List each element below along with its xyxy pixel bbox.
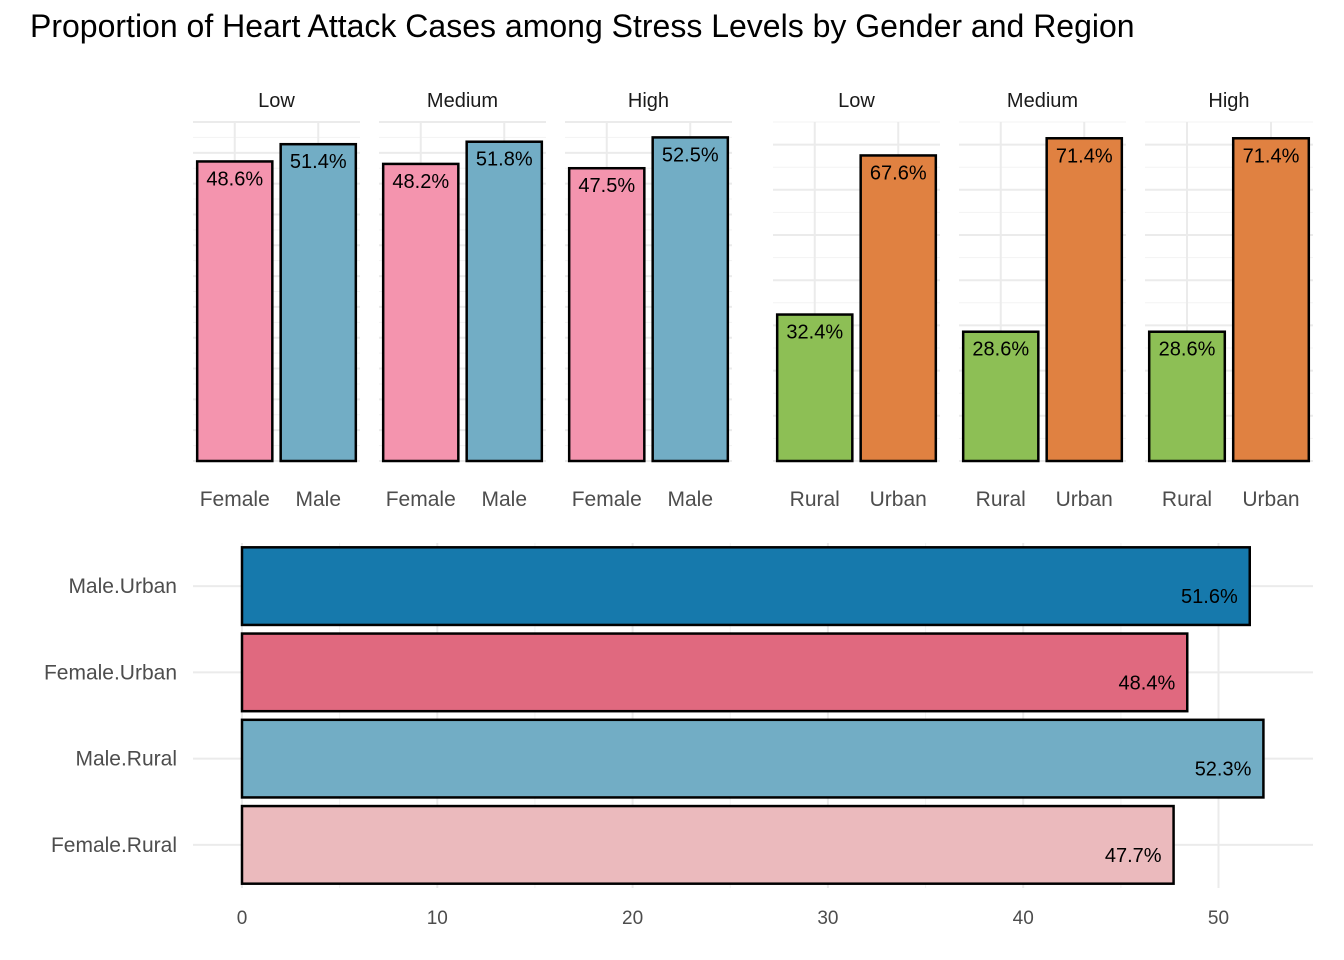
bar-chart2-medium-urban [1045,137,1124,463]
bar-chart1-medium-male [465,140,544,463]
x-tick-label-chart2-high-urban: Urban [1242,488,1299,511]
x-tick-label-chart1-low-female: Female [200,488,270,511]
hbar-label-male-urban: 51.6% [1181,586,1238,608]
hbar-female-rural [240,804,1175,885]
facet-strip-chart1-medium: Medium [427,90,498,112]
x-tick-label-20: 20 [622,908,643,929]
facet-strip-chart1-high: High [628,90,669,112]
x-tick-label-0: 0 [237,908,248,929]
x-tick-label-chart2-low-urban: Urban [870,488,927,511]
bar-label-chart1-high-female: 47.5% [578,175,635,197]
bar-chart1-medium-female [381,162,460,463]
bar-label-chart1-low-male: 51.4% [290,151,347,173]
bar-label-chart2-medium-urban: 71.4% [1056,145,1113,167]
bar-label-chart1-medium-male: 51.8% [476,149,533,171]
x-tick-label-30: 30 [817,908,838,929]
x-tick-label-chart2-high-rural: Rural [1162,488,1212,511]
x-tick-label-chart1-low-male: Male [295,488,341,511]
x-tick-label-40: 40 [1013,908,1034,929]
x-tick-label-10: 10 [427,908,448,929]
facet-strip-chart2-low: Low [838,90,875,112]
bar-label-chart2-high-urban: 71.4% [1243,145,1300,167]
bar-chart2-high-urban [1231,137,1311,463]
y-tick-label-female-urban: Female.Urban [44,661,177,684]
hbar-male-rural [240,718,1265,799]
facet-strip-chart2-medium: Medium [1007,90,1078,112]
x-tick-label-chart1-medium-male: Male [481,488,527,511]
chart-title: Proportion of Heart Attack Cases among S… [30,8,1135,44]
facet-strip-chart2-high: High [1208,90,1249,112]
hbar-label-female-rural: 47.7% [1105,845,1162,867]
x-tick-label-50: 50 [1208,908,1229,929]
bar-chart1-high-male [651,136,730,463]
x-tick-label-chart1-high-female: Female [572,488,642,511]
x-tick-label-chart1-medium-female: Female [386,488,456,511]
hbar-female-urban [240,632,1189,713]
bar-chart2-low-rural [775,313,854,463]
bar-label-chart1-high-male: 52.5% [662,144,719,166]
bar-chart1-low-female [195,160,274,463]
bar-label-chart1-low-female: 48.6% [206,168,263,190]
bar-label-chart2-medium-rural: 28.6% [972,339,1029,361]
bar-chart2-medium-rural [961,330,1040,463]
bar-label-chart2-low-rural: 32.4% [786,322,843,344]
bar-label-chart2-low-urban: 67.6% [870,162,927,184]
bar-chart1-high-female [567,166,646,463]
y-tick-label-male-urban: Male.Urban [68,575,177,598]
x-tick-label-chart2-low-rural: Rural [790,488,840,511]
y-tick-label-female-rural: Female.Rural [51,834,177,857]
bar-chart1-low-male [279,142,358,463]
bar-label-chart2-high-rural: 28.6% [1159,339,1216,361]
bar-chart2-high-rural [1147,330,1227,463]
bar-label-chart1-medium-female: 48.2% [392,171,449,193]
facet-strip-chart1-low: Low [258,90,295,112]
x-tick-label-chart1-high-male: Male [667,488,713,511]
hbar-label-male-rural: 52.3% [1195,759,1252,781]
x-tick-label-chart2-medium-rural: Rural [976,488,1026,511]
bar-chart2-low-urban [859,154,938,463]
y-tick-label-male-rural: Male.Rural [75,748,177,771]
x-tick-label-chart2-medium-urban: Urban [1056,488,1113,511]
hbar-label-female-urban: 48.4% [1119,672,1176,694]
hbar-male-urban [240,546,1251,627]
